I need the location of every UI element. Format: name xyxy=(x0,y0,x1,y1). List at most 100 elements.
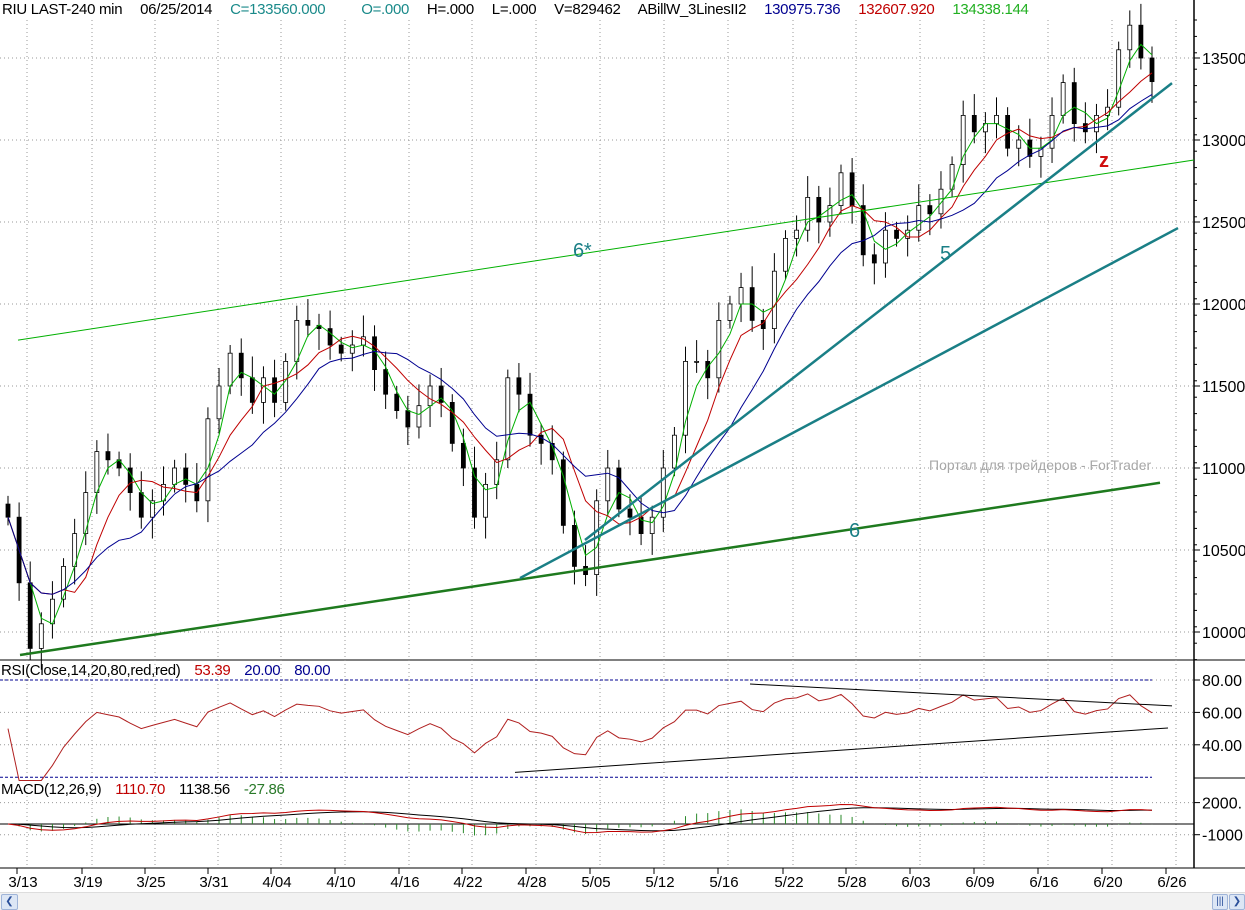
candle-body xyxy=(783,237,788,272)
indicator-name: ABillW_3LinesII2 xyxy=(637,1,747,18)
candle-body xyxy=(694,360,700,363)
high-value: H=.000 xyxy=(426,1,474,18)
date-tick-label: 3/31 xyxy=(199,874,228,891)
candle-body xyxy=(272,377,277,403)
candle-body xyxy=(294,319,300,362)
scroll-right-button[interactable]: ❯ xyxy=(1229,894,1245,910)
rsi-value: 53.39 xyxy=(194,662,231,679)
candle-body xyxy=(894,229,899,239)
rsi-label: RSI(Close,14,20,80,red,red) 53.39 20.00 … xyxy=(1,662,340,679)
ma-slow-line xyxy=(7,94,1153,595)
candle-body xyxy=(516,377,522,395)
close-value: C=133560.000 xyxy=(230,1,326,18)
date-tick-label: 4/22 xyxy=(453,874,482,891)
candle-body xyxy=(960,115,966,166)
date-tick-label: 6/03 xyxy=(901,874,930,891)
candle-body xyxy=(572,525,577,567)
candle-body xyxy=(427,385,433,407)
candle-body xyxy=(149,500,155,518)
macd-value: 1110.70 xyxy=(115,781,166,798)
candle-body xyxy=(527,393,533,436)
date-tick-label: 5/05 xyxy=(581,874,610,891)
horizontal-scrollbar[interactable]: ❮ ||| ❯ xyxy=(0,892,1245,910)
candle-body xyxy=(1127,24,1133,51)
date-tick-label: 5/16 xyxy=(709,874,738,891)
blue-line-value: 130975.736 xyxy=(764,1,841,18)
price-tick-label: 10500 xyxy=(1202,543,1245,560)
price-tick-label: 13500 xyxy=(1202,51,1245,68)
scroll-thumb[interactable]: ||| xyxy=(1212,894,1228,910)
candle-body xyxy=(283,360,289,403)
candle-body xyxy=(338,344,344,354)
rsi-trendline-upper xyxy=(749,683,1173,707)
price-tick-label: 12500 xyxy=(1202,215,1245,232)
scroll-left-button[interactable]: ❮ xyxy=(1,894,18,910)
label-6-star: 6* xyxy=(573,240,592,262)
date-tick-label: 5/12 xyxy=(645,874,674,891)
label-z: z xyxy=(1099,150,1109,172)
candle-body xyxy=(916,205,922,231)
chart-header: RIU LAST-240 min 06/25/2014 C=133560.000… xyxy=(2,1,1043,18)
candle-body xyxy=(127,467,133,494)
rsi-line xyxy=(7,693,1153,781)
candle-body xyxy=(860,205,866,256)
candle-body xyxy=(5,503,11,518)
candle-body xyxy=(105,451,111,461)
trendline-lower xyxy=(519,226,1179,580)
date-tick-label: 4/04 xyxy=(262,874,291,891)
candle-body xyxy=(1005,115,1011,149)
candle-body xyxy=(827,205,833,223)
date-tick-label: 5/22 xyxy=(774,874,803,891)
symbol-label: RIU LAST-240 min xyxy=(2,1,123,18)
candle-body xyxy=(1138,24,1144,59)
candle-body xyxy=(172,467,178,485)
candle-body xyxy=(183,467,189,485)
candle-body xyxy=(27,582,33,649)
price-tick-label: 11000 xyxy=(1202,461,1245,478)
date-tick-label: 6/20 xyxy=(1093,874,1122,891)
candle-body xyxy=(349,344,355,354)
candle-body xyxy=(83,492,89,535)
candle-body xyxy=(494,459,500,485)
date-tick-label: 3/19 xyxy=(73,874,102,891)
low-value: L=.000 xyxy=(491,1,537,18)
candle-body xyxy=(1060,82,1066,116)
candle-body xyxy=(1116,49,1122,108)
date-tick-label: 3/25 xyxy=(136,874,165,891)
candle-body xyxy=(971,115,977,133)
macd-line xyxy=(7,803,1153,834)
candle-body xyxy=(816,196,822,223)
macd-signal-line xyxy=(7,807,1153,832)
rsi-name: RSI(Close,14,20,80,red,red) xyxy=(1,662,181,679)
date-label: 06/25/2014 xyxy=(140,1,213,18)
red-line-value: 132607.920 xyxy=(858,1,935,18)
candle-body xyxy=(327,328,333,346)
candle-body xyxy=(627,508,633,518)
price-tick-label: 10000 xyxy=(1202,625,1245,642)
date-tick-label: 6/16 xyxy=(1029,874,1058,891)
candle-body xyxy=(838,172,844,207)
candle-body xyxy=(394,393,400,412)
watermark: Портал для трейдеров - ForTrader xyxy=(929,457,1152,473)
candle-body xyxy=(716,319,722,379)
candle-body xyxy=(1049,115,1055,149)
candle-body xyxy=(560,459,566,526)
candle-body xyxy=(216,385,222,420)
candle-body xyxy=(605,467,611,502)
candle-body xyxy=(249,377,255,403)
candle-body xyxy=(1149,57,1155,83)
candle-body xyxy=(649,516,655,535)
candle-body xyxy=(794,229,799,239)
date-tick-label: 4/10 xyxy=(326,874,355,891)
volume-value: V=829462 xyxy=(554,1,621,18)
ma-medium-line xyxy=(7,72,1153,595)
label-6: 6 xyxy=(849,520,860,542)
ma-fast-line xyxy=(7,43,1153,625)
candle-body xyxy=(449,401,455,444)
candle-body xyxy=(361,336,366,346)
candle-body xyxy=(483,483,488,518)
candle-body xyxy=(771,270,777,330)
candle-body xyxy=(927,205,933,215)
candle-body xyxy=(383,369,389,395)
